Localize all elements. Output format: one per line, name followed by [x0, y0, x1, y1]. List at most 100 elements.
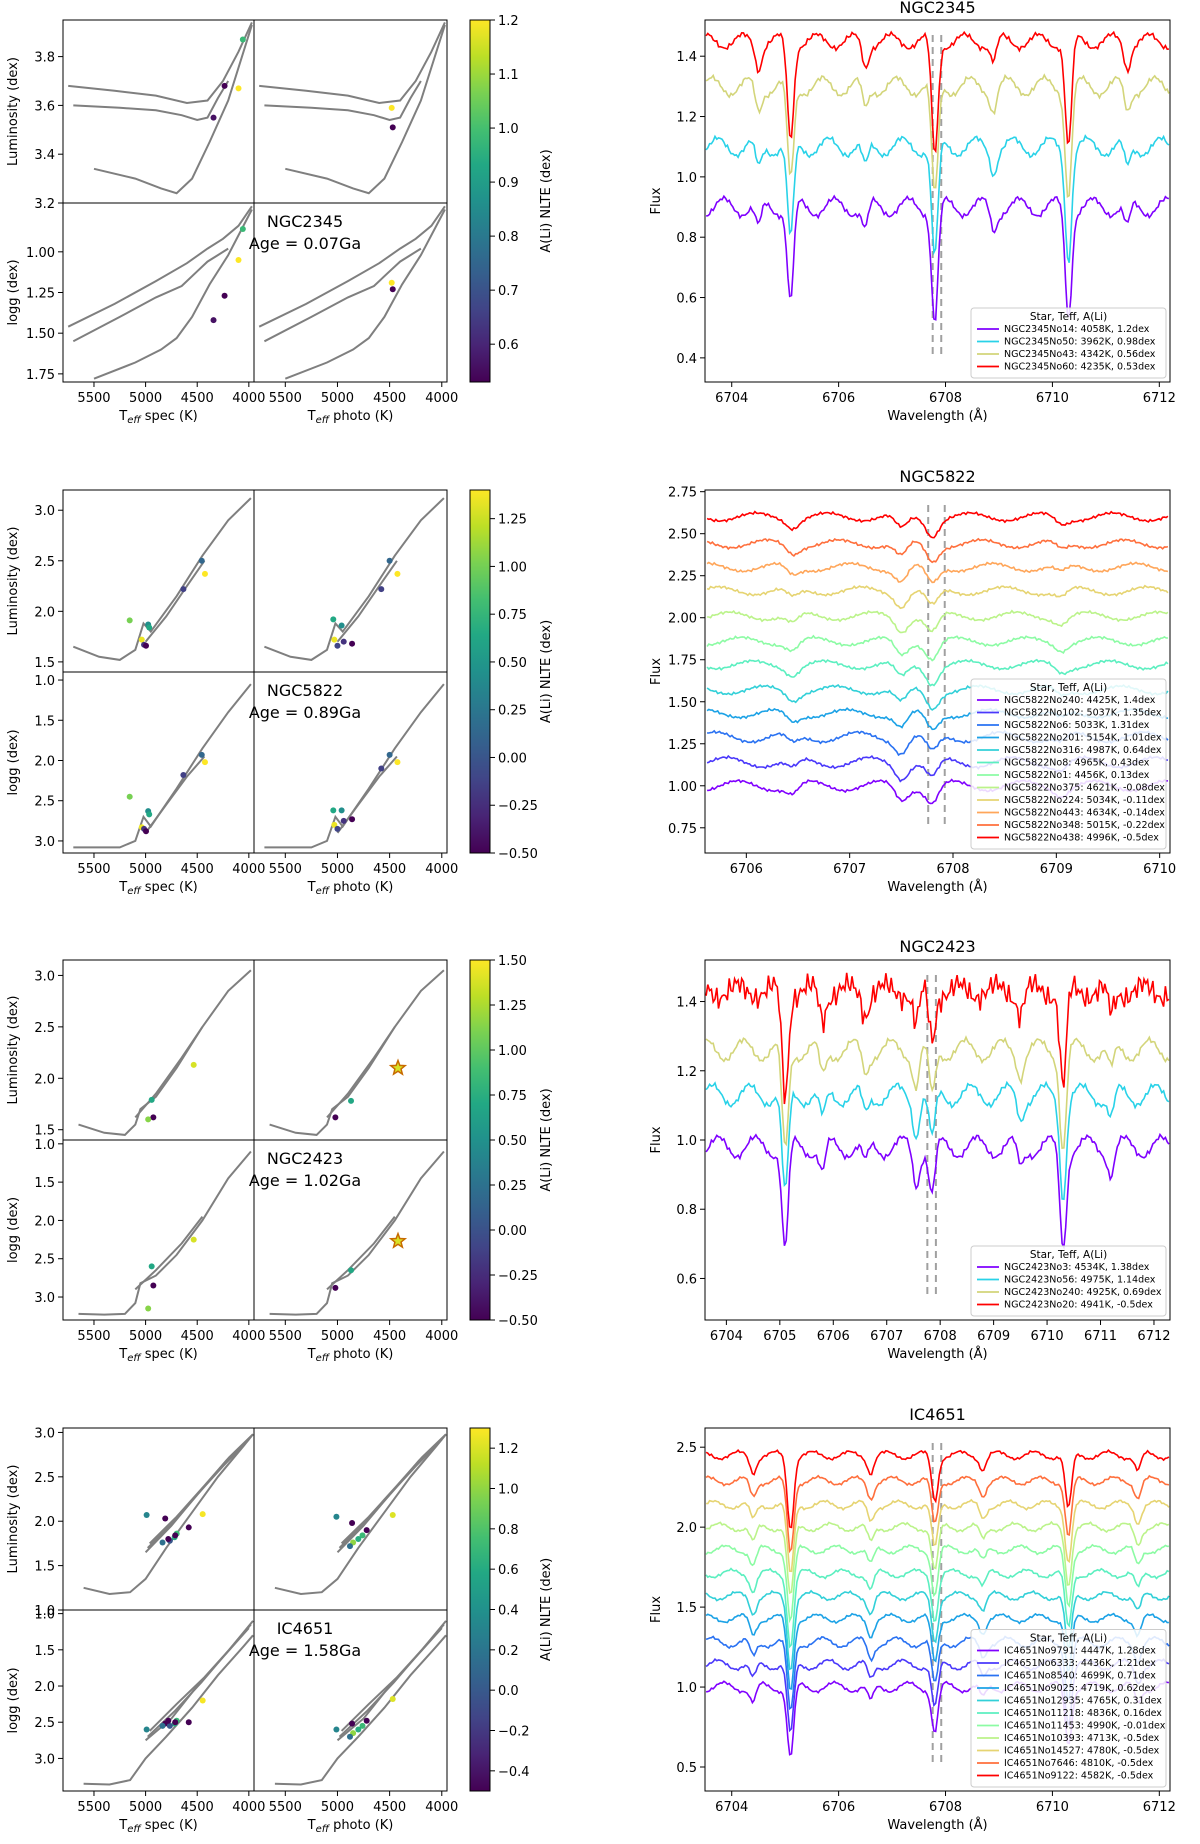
colorbar-tick-label: 0.25	[498, 1179, 527, 1194]
isochrone-line	[68, 21, 253, 105]
logg-axis-label: logg (dex)	[6, 729, 21, 795]
colorbar-tick-label: 0.25	[498, 704, 527, 719]
x-tick-label: 5500	[269, 391, 302, 406]
axes-frame	[704, 489, 1171, 854]
hr-panel-ngc2423-lum-photo	[253, 959, 448, 1141]
plot-area	[78, 1150, 252, 1316]
y-tick-label: 0.6	[676, 1272, 697, 1287]
cluster-age-label: Age = 0.89Ga	[249, 703, 361, 722]
star-point	[159, 1722, 166, 1729]
y-tick-label: 2.00	[668, 612, 697, 627]
star-point	[148, 1263, 155, 1270]
star-point	[349, 640, 356, 647]
star-point	[394, 570, 401, 577]
star-point	[148, 1096, 155, 1103]
isochrone-line	[144, 755, 206, 834]
star-point	[334, 825, 341, 832]
y-tick-label: 1.4	[676, 50, 697, 65]
wavelength-axis-label: Wavelength (Å)	[887, 1346, 987, 1362]
wavelength-axis-label: Wavelength (Å)	[887, 408, 987, 424]
y-tick-label: 0.6	[676, 292, 697, 307]
x-tick-label: 6708	[936, 862, 969, 877]
x-tick-label: 6706	[822, 391, 855, 406]
star-point	[185, 1719, 192, 1726]
star-marker-highlight	[388, 1058, 408, 1076]
isochrone-line	[83, 1433, 254, 1596]
luminosity-axis-label: Luminosity (dex)	[6, 57, 21, 166]
colorbar-tick-label: 0.7	[498, 284, 519, 299]
star-point	[331, 636, 338, 643]
star-point	[221, 82, 228, 89]
colorbar-label: A(Li) NLTE (dex)	[539, 1088, 554, 1191]
teff-spec-axis-label: Teff spec (K)	[118, 1347, 197, 1364]
y-tick-label: 2.5	[34, 1021, 55, 1036]
star-point	[235, 256, 242, 263]
colorbar-tick-label: 0.75	[498, 608, 527, 623]
y-tick-label: 1.75	[26, 368, 55, 383]
isochrone-line	[264, 497, 445, 661]
isochrone-line	[340, 1433, 447, 1545]
y-tick-label: 3.0	[34, 1752, 55, 1767]
legend-entry: NGC2423No56: 4975K, 1.14dex	[1004, 1275, 1156, 1286]
colorbar-tick-label: 0.75	[498, 1089, 527, 1104]
legend-entry: IC4651No9122: 4582K, -0.5dex	[1004, 1771, 1154, 1782]
isochrone-line	[72, 247, 229, 343]
spectra-panel-ngc5822: NGC5822 6706 6707 6708 6709 6710 0.75 1.00 1.25 1…	[649, 467, 1176, 895]
star-point	[172, 1532, 179, 1539]
star-point	[239, 36, 246, 43]
axes-frame	[62, 671, 255, 854]
y-tick-label: 2.5	[34, 1716, 55, 1731]
x-tick-label: 5000	[129, 1329, 162, 1344]
star-point	[199, 1511, 206, 1518]
y-tick-label: 0.8	[676, 1203, 697, 1218]
plot-area	[274, 1433, 447, 1596]
cluster-name-label: NGC2345	[267, 212, 343, 231]
y-tick-label: 1.5	[34, 1176, 55, 1191]
axes-frame	[253, 1609, 448, 1792]
colorbar-tick-label: 0.00	[498, 751, 527, 766]
colorbar-tick-label: 0.8	[498, 1523, 519, 1538]
star-point	[138, 636, 145, 643]
y-tick-label: 1.0	[676, 171, 697, 186]
x-tick-label: 4500	[373, 862, 406, 877]
y-tick-label: 1.0	[676, 1681, 697, 1696]
spectrum-line	[705, 30, 1169, 154]
isochrone-line	[269, 1150, 445, 1316]
plot-area	[68, 21, 253, 195]
colorbar-tick-label: −0.4	[498, 1765, 530, 1780]
colorbar-label: A(Li) NLTE (dex)	[539, 1558, 554, 1661]
colorbar-tick-label: −0.50	[498, 1314, 538, 1329]
isochrone-line	[336, 560, 398, 643]
star-point	[145, 1305, 152, 1312]
star-point	[143, 1512, 150, 1519]
luminosity-axis-label: Luminosity (dex)	[6, 996, 21, 1105]
spectrum-line	[707, 609, 1169, 634]
colorbar-tick-label: 0.4	[498, 1604, 519, 1619]
legend-entry: IC4651No11218: 4836K, 0.16dex	[1004, 1708, 1162, 1719]
logg-axis-label: logg (dex)	[6, 259, 21, 325]
spectrum-line	[705, 1589, 1170, 1671]
teff-photo-axis-label: Teff photo (K)	[307, 409, 394, 426]
y-tick-label: 1.50	[668, 696, 697, 711]
teff-photo-axis-label: Teff photo (K)	[307, 880, 394, 897]
hr-panel-ngc5822-lum-photo	[253, 489, 448, 673]
x-tick-label: 6712	[1137, 1329, 1170, 1344]
isochrone-line	[258, 205, 446, 328]
x-tick-label: 4500	[373, 1800, 406, 1815]
axes-frame	[62, 202, 255, 383]
legend-entry: NGC2345No50: 3962K, 0.98dex	[1004, 337, 1156, 348]
hr-panel-ngc2423-lum-spec: 1.5 2.0 2.5 3.0	[34, 959, 255, 1141]
colorbar	[469, 959, 491, 1321]
star-point	[388, 279, 395, 286]
x-tick-label: 4000	[425, 1329, 458, 1344]
legend-entry: NGC5822No224: 5034K, -0.11dex	[1004, 795, 1165, 806]
star-point	[394, 759, 401, 766]
colorbar-tick-label: −0.50	[498, 847, 538, 862]
star-point	[333, 1726, 340, 1733]
star-point	[359, 1532, 366, 1539]
axes-frame	[253, 959, 448, 1141]
x-tick-label: 4000	[425, 1800, 458, 1815]
legend-entry: NGC5822No348: 5015K, -0.22dex	[1004, 820, 1165, 831]
legend-entry: NGC5822No6: 5033K, 1.31dex	[1004, 720, 1150, 731]
x-tick-label: 6706	[817, 1329, 850, 1344]
